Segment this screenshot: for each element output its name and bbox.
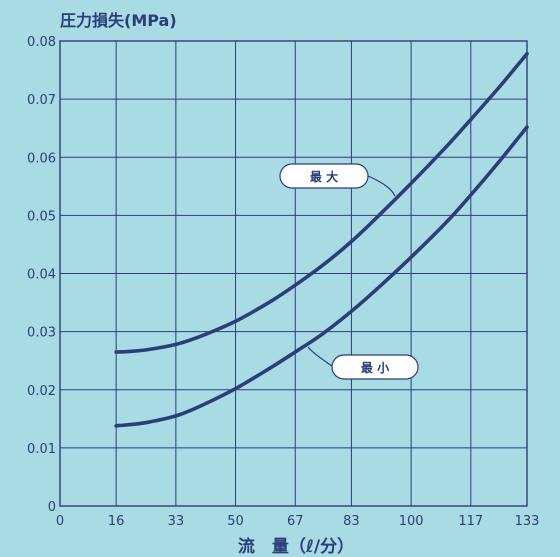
x-tick-label: 117	[458, 514, 483, 529]
callout-max-box	[279, 163, 369, 189]
y-tick-label: 0.05	[27, 209, 56, 224]
x-tick-label: 100	[399, 514, 424, 529]
y-tick-label: 0.06	[27, 151, 56, 166]
y-tick-label: 0.08	[27, 35, 56, 50]
series-line-min	[114, 125, 529, 428]
x-tick-label: 50	[227, 514, 244, 529]
y-tick-label: 0.04	[27, 268, 56, 283]
y-tick-label: 0.02	[27, 384, 56, 399]
series-line-max	[114, 52, 529, 354]
grid-lines	[60, 41, 527, 506]
callout-max-label: 最 大	[310, 169, 338, 184]
x-tick-label: 83	[343, 514, 360, 529]
x-axis-label: 流 量（ℓ/分）	[238, 536, 354, 557]
y-tick-label: 0.07	[27, 93, 56, 108]
plot-frame	[59, 40, 528, 507]
y-tick-label: 0.03	[27, 326, 56, 341]
x-tick-label: 0	[56, 514, 64, 529]
callout-max-leader	[367, 175, 396, 197]
y-tick-labels: 0 0.01 0.02 0.03 0.04 0.05 0.06 0.07 0.08	[27, 35, 56, 515]
x-tick-labels: 0 16 33 50 67 83 100 117 133	[56, 514, 540, 529]
callout-min-label: 最 小	[361, 360, 389, 375]
x-tick-label: 67	[287, 514, 304, 529]
y-tick-label: 0	[48, 500, 56, 515]
curves	[114, 52, 529, 428]
callout-max: 最 大	[279, 163, 396, 197]
y-axis-label: 圧力損失(MPa)	[60, 11, 177, 30]
x-tick-label: 133	[515, 514, 540, 529]
callout-min-box	[331, 354, 419, 380]
y-tick-label: 0.01	[27, 442, 56, 457]
x-tick-label: 33	[168, 514, 185, 529]
callout-min-leader	[307, 346, 333, 367]
x-tick-label: 16	[108, 514, 125, 529]
callout-min: 最 小	[307, 346, 419, 380]
